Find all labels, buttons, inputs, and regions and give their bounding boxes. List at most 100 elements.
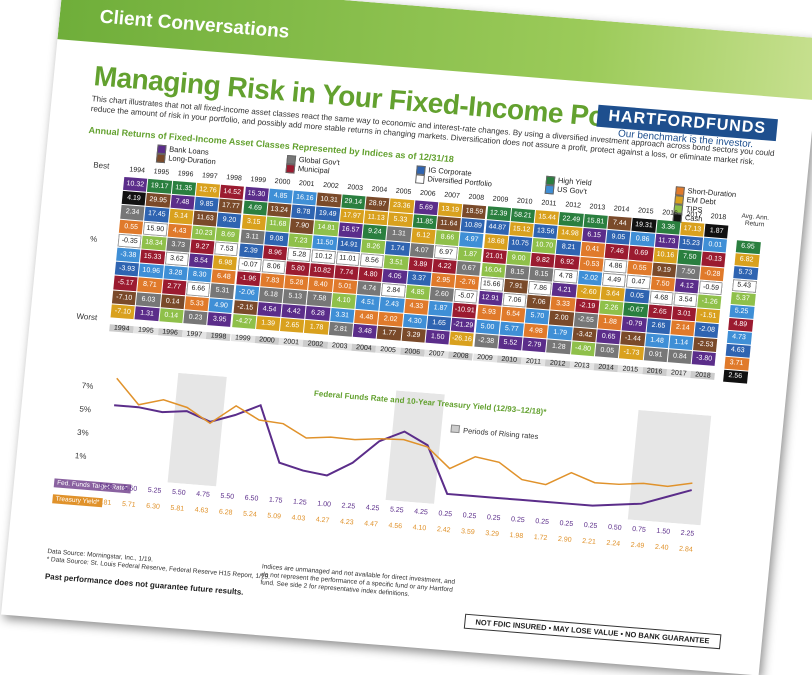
return-cell: 8.06 [261, 259, 286, 275]
return-cell: 15.44 [534, 210, 560, 226]
return-cell: -0.67 [623, 302, 648, 318]
return-cell: -1.51 [696, 308, 721, 324]
return-cell: 7.06 [526, 294, 551, 310]
return-cell: -3.42 [572, 327, 597, 343]
return-cell: -2.38 [473, 333, 499, 349]
return-cell: 2.60 [429, 287, 455, 303]
legend-swatch [415, 173, 425, 184]
return-cell: -7.10 [111, 290, 137, 306]
return-cell: 3.54 [673, 292, 698, 308]
year-header: 1995 [153, 168, 170, 177]
return-cell: 8.15 [529, 266, 554, 282]
return-cell: 4.51 [355, 295, 381, 311]
fed-funds-value: 0.75 [631, 525, 647, 534]
return-cell: -0.79 [621, 316, 647, 332]
return-cell: -0.35 [117, 233, 142, 249]
return-cell: 1.87 [457, 246, 483, 262]
return-cell: 11.63 [192, 211, 218, 227]
fed-funds-line [114, 403, 692, 507]
treasury-value: 5.81 [170, 504, 185, 513]
fed-funds-value: 1.25 [292, 498, 307, 507]
return-cell: 5.31 [210, 283, 235, 299]
return-cell: 1.74 [385, 240, 410, 256]
rising-rate-band [627, 409, 712, 526]
avg-return-cell: 4.63 [725, 343, 751, 358]
return-cell: 8.21 [556, 240, 581, 256]
return-cell: 0.14 [158, 308, 184, 324]
y-tick-label: 5% [79, 404, 91, 414]
year-footer: 2012 [545, 359, 571, 369]
return-cell: 15.81 [583, 213, 608, 229]
return-cell: -2.55 [573, 312, 599, 328]
return-cell: -1.26 [697, 294, 722, 310]
return-cell: 10.89 [460, 218, 486, 234]
return-cell: 3.33 [550, 296, 576, 312]
return-cell: 18.68 [483, 234, 509, 250]
rising-legend-swatch [450, 424, 461, 434]
fed-funds-value: 5.50 [171, 488, 186, 497]
return-cell: 5.70 [525, 309, 550, 325]
return-cell: 7.53 [214, 241, 239, 257]
return-cell: 4.48 [354, 309, 379, 325]
return-cell: 5.01 [332, 279, 358, 295]
return-cell: -7.10 [110, 304, 136, 320]
return-cell: 18.59 [462, 204, 487, 220]
return-cell: 29.95 [145, 193, 171, 209]
return-cell: 5.52 [498, 335, 523, 351]
return-cell: 4.07 [409, 242, 435, 258]
fed-funds-value: 0.25 [438, 510, 453, 519]
return-cell: 2.26 [599, 300, 624, 316]
return-cell: 0.67 [456, 260, 482, 276]
return-cell: 3.15 [241, 214, 266, 230]
rates-chart: 7%5%3%1%Federal Funds Rate and 10-Year T… [74, 372, 712, 526]
return-cell: 9.00 [506, 250, 531, 266]
fed-funds-value: 2.25 [341, 502, 356, 511]
return-cell: 6.12 [410, 228, 436, 244]
y-tick-label: 3% [77, 428, 89, 438]
avg-return-cell: 5.73 [732, 266, 758, 281]
return-cell: 14.98 [557, 226, 583, 242]
year-footer: 2008 [448, 351, 474, 361]
return-cell: 8.54 [188, 253, 214, 269]
return-cell: -2.08 [694, 322, 720, 338]
return-cell: 11.01 [335, 251, 360, 267]
treasury-value: 1.98 [509, 532, 524, 541]
return-cell: 0.05 [624, 288, 650, 304]
fed-funds-value: 0.25 [462, 512, 477, 521]
return-cell: 10.70 [532, 238, 557, 254]
legend-item: Diversified Portfolio [415, 173, 492, 189]
return-cell: 28.97 [365, 196, 390, 212]
return-cell: 3.28 [163, 265, 188, 281]
year-footer: 2003 [327, 341, 353, 351]
return-cell: 9.82 [530, 252, 556, 268]
treasury-value: 1.72 [533, 533, 548, 543]
fed-funds-value: 0.50 [607, 523, 622, 532]
return-cell: 0.05 [594, 343, 620, 359]
year-footer: 2014 [593, 363, 619, 373]
return-cell: 58.21 [510, 208, 536, 224]
return-cell: 5.80 [285, 261, 311, 277]
return-cell: 2.81 [328, 321, 354, 337]
return-cell: 5.28 [287, 247, 312, 263]
fed-funds-value: 5.25 [389, 506, 404, 515]
avg-return-cell: 5.25 [728, 304, 755, 319]
legend-label: Diversified Portfolio [427, 174, 493, 189]
return-cell: 4.97 [459, 232, 484, 248]
return-cell: 4.78 [553, 268, 578, 284]
return-cell: 3.64 [600, 286, 626, 302]
return-cell: 1.28 [546, 339, 572, 355]
return-cell: -5.17 [113, 275, 138, 291]
fed-funds-value: 0.25 [559, 520, 574, 529]
return-cell: 10.96 [138, 263, 164, 279]
treasury-value: 4.10 [412, 524, 427, 533]
return-cell: 10.31 [316, 192, 342, 208]
return-cell: 17.97 [339, 208, 365, 224]
return-cell: 9.20 [217, 213, 242, 229]
return-cell: 2.02 [378, 311, 403, 327]
return-cell: 11.35 [171, 180, 196, 196]
fed-funds-value: 4.25 [413, 508, 429, 517]
return-cell: 5.00 [475, 319, 500, 335]
return-cell: 29.14 [341, 194, 366, 210]
return-cell: 2.65 [646, 318, 671, 334]
return-cell: 9.19 [651, 262, 677, 278]
